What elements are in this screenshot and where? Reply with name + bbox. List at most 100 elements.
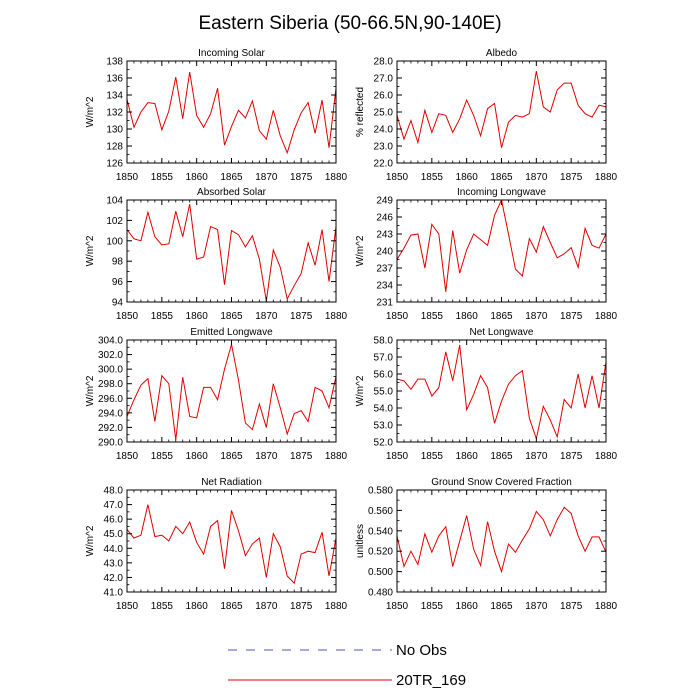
legend-label: 20TR_169 — [396, 672, 466, 689]
chart-panel: Incoming Solar W/m^2 1850 1855 1860 1865 1870 1… — [85, 48, 348, 183]
y-tick-label: 302.0 — [98, 350, 123, 361]
y-tick-label: 48.0 — [104, 486, 124, 497]
chart-panel: Net Longwave W/m^2 1850 1855 1860 1865 1870 187… — [355, 327, 618, 462]
x-tick-label: 1880 — [595, 451, 618, 462]
x-tick-label: 1860 — [456, 601, 479, 612]
series-line — [397, 506, 606, 574]
x-tick-label: 1865 — [220, 601, 243, 612]
x-tick-label: 1880 — [595, 172, 618, 183]
y-tick-label: 54.0 — [374, 404, 394, 415]
x-tick-label: 1875 — [290, 311, 313, 322]
y-tick-label: 126 — [106, 159, 123, 170]
y-tick-label: 136 — [106, 74, 123, 85]
y-tick-label: 55.0 — [374, 387, 394, 398]
figure-title: Eastern Siberia (50-66.5N,90-140E) — [198, 13, 501, 34]
x-tick-label: 1875 — [560, 311, 583, 322]
x-tick-label: 1855 — [151, 311, 174, 322]
x-tick-label: 1880 — [325, 451, 348, 462]
series-line — [127, 504, 336, 585]
y-axis-label: W/m^2 — [85, 375, 96, 406]
plot-frame — [396, 199, 607, 303]
y-tick-label: 23.0 — [374, 142, 394, 153]
x-tick-label: 1860 — [186, 172, 209, 183]
y-tick-label: 290.0 — [98, 438, 123, 449]
x-tick-label: 1860 — [456, 172, 479, 183]
x-tick-label: 1865 — [490, 172, 513, 183]
x-tick-label: 1870 — [525, 451, 548, 462]
y-tick-label: 134 — [106, 91, 123, 102]
y-tick-label: 53.0 — [374, 421, 394, 432]
x-tick-label: 1865 — [220, 172, 243, 183]
x-tick-label: 1860 — [186, 601, 209, 612]
plot-frame — [126, 60, 337, 164]
y-tick-label: 102 — [106, 216, 123, 227]
x-tick-label: 1860 — [456, 451, 479, 462]
panel-title: Emitted Longwave — [190, 327, 273, 338]
x-tick-label: 1880 — [325, 601, 348, 612]
panels-grid: Incoming Solar W/m^2 1850 1855 1860 1865 1870 1… — [85, 48, 618, 612]
x-tick-label: 1855 — [421, 172, 444, 183]
y-tick-label: 240 — [376, 247, 393, 258]
x-tick-label: 1875 — [290, 601, 313, 612]
panel-title: Net Longwave — [470, 327, 534, 338]
y-tick-label: 292.0 — [98, 423, 123, 434]
x-tick-label: 1865 — [490, 601, 513, 612]
y-tick-label: 0.500 — [368, 567, 393, 578]
y-tick-label: 56.0 — [374, 370, 394, 381]
plot-frame — [396, 489, 607, 593]
x-tick-label: 1875 — [290, 172, 313, 183]
y-tick-label: 130 — [106, 125, 123, 136]
y-tick-label: 27.0 — [374, 74, 394, 85]
x-tick-label: 1855 — [151, 451, 174, 462]
x-tick-label: 1865 — [220, 311, 243, 322]
x-tick-label: 1870 — [525, 172, 548, 183]
x-tick-label: 1860 — [456, 311, 479, 322]
y-tick-label: 58.0 — [374, 336, 394, 347]
x-tick-label: 1865 — [220, 451, 243, 462]
y-axis-label: W/m^2 — [85, 96, 96, 127]
x-tick-label: 1875 — [560, 172, 583, 183]
chart-panel: Emitted Longwave W/m^2 1850 1855 1860 1865 187… — [85, 327, 348, 462]
x-tick-label: 1850 — [386, 311, 409, 322]
plot-frame — [126, 199, 337, 303]
y-tick-label: 47.0 — [104, 500, 124, 511]
y-tick-label: 22.0 — [374, 159, 394, 170]
legend-label: No Obs — [396, 642, 447, 659]
x-tick-label: 1850 — [386, 172, 409, 183]
legend: No Obs 20TR_169 — [228, 642, 466, 689]
y-tick-label: 43.0 — [104, 558, 124, 569]
series-line — [397, 345, 606, 441]
x-tick-label: 1880 — [595, 311, 618, 322]
x-tick-label: 1870 — [255, 311, 278, 322]
x-tick-label: 1850 — [116, 601, 139, 612]
x-tick-label: 1850 — [386, 601, 409, 612]
y-tick-label: 25.0 — [374, 108, 394, 119]
y-tick-label: 298.0 — [98, 379, 123, 390]
series-line — [127, 344, 336, 440]
y-tick-label: 132 — [106, 108, 123, 119]
x-tick-label: 1870 — [255, 172, 278, 183]
x-tick-label: 1850 — [386, 451, 409, 462]
y-tick-label: 243 — [376, 230, 393, 241]
y-tick-label: 42.0 — [104, 573, 124, 584]
x-tick-label: 1850 — [116, 311, 139, 322]
y-tick-label: 24.0 — [374, 125, 394, 136]
x-tick-label: 1870 — [525, 601, 548, 612]
y-tick-label: 98 — [112, 257, 124, 268]
panel-title: Absorbed Solar — [197, 187, 267, 198]
x-tick-label: 1850 — [116, 172, 139, 183]
plot-frame — [126, 339, 337, 443]
y-tick-label: 0.480 — [368, 588, 393, 599]
x-tick-label: 1855 — [421, 311, 444, 322]
panel-title: Albedo — [486, 48, 518, 59]
chart-panel: Ground Snow Covered Fraction unitless 1850… — [355, 477, 618, 612]
y-tick-label: 52.0 — [374, 438, 394, 449]
y-tick-label: 237 — [376, 264, 393, 275]
panel-title: Ground Snow Covered Fraction — [431, 477, 572, 488]
series-line — [127, 203, 336, 302]
y-tick-label: 300.0 — [98, 365, 123, 376]
panel-title: Net Radiation — [201, 477, 262, 488]
x-tick-label: 1875 — [560, 601, 583, 612]
y-tick-label: 231 — [376, 298, 393, 309]
